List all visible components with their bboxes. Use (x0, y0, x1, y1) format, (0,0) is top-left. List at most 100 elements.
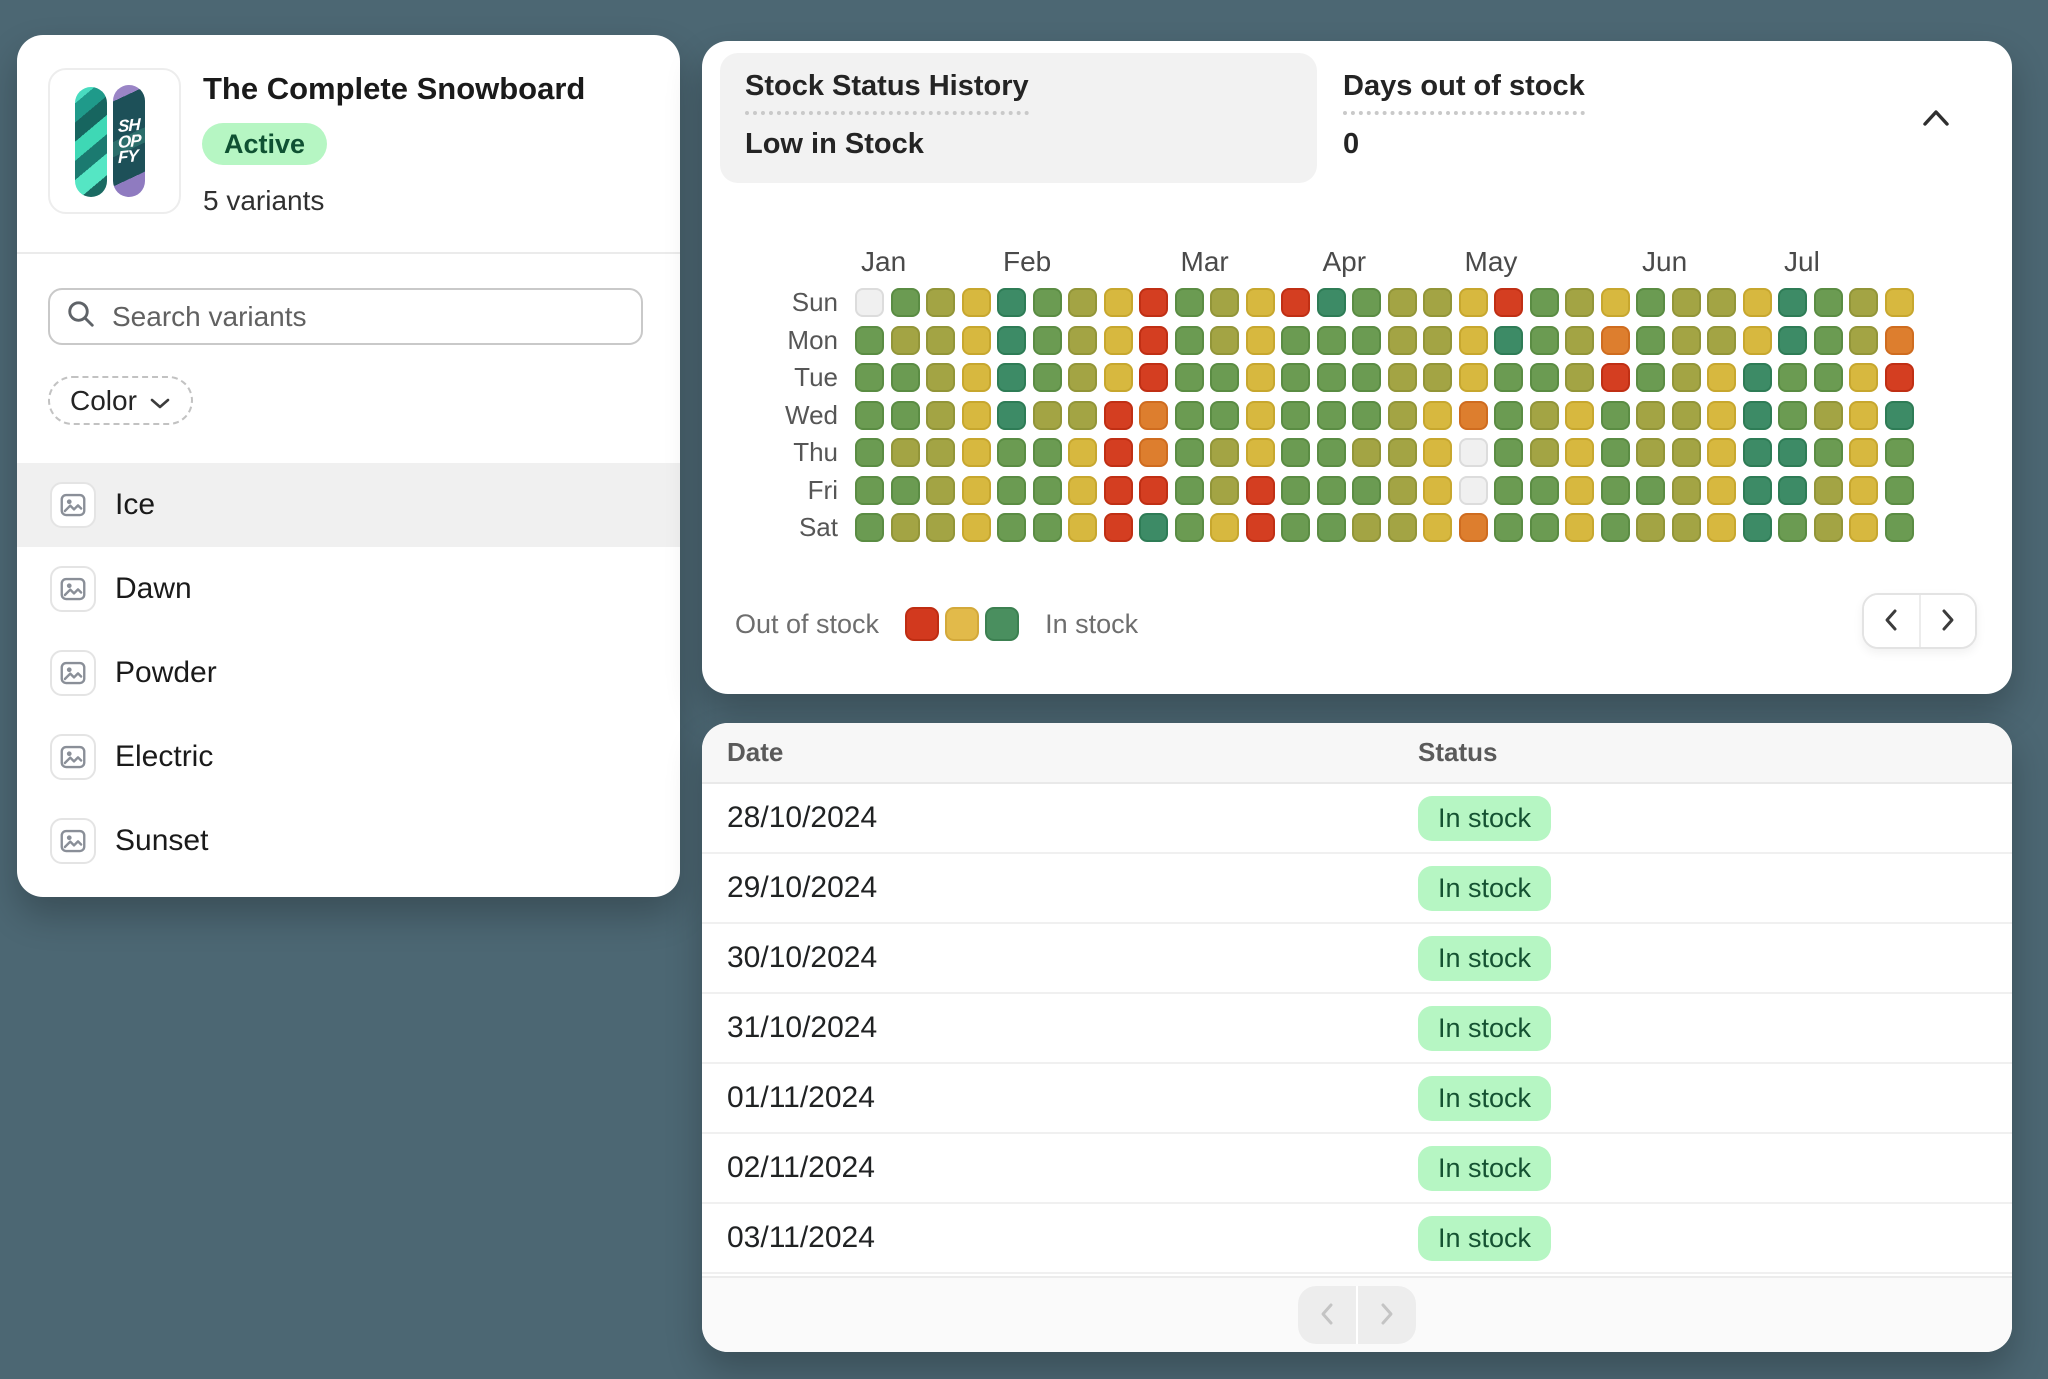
heatmap-cell (1352, 438, 1381, 467)
heatmap-cell (1884, 325, 1914, 355)
heatmap-cell (1032, 363, 1062, 392)
heatmap-cell (1387, 288, 1417, 317)
date-cell: 28/10/2024 (727, 801, 878, 834)
heatmap-cell (1174, 325, 1204, 355)
heatmap-cell (1174, 288, 1204, 317)
variant-row[interactable]: Electric (17, 715, 680, 799)
status-badge: In stock (1418, 1215, 1552, 1261)
heatmap-cell (1884, 363, 1914, 392)
next-page-button[interactable] (1920, 595, 1975, 647)
heatmap-cell (1245, 288, 1275, 317)
previous-page-button[interactable] (1298, 1286, 1356, 1344)
heatmap-day-label: Wed (785, 399, 838, 430)
image-placeholder-icon (50, 566, 96, 612)
heatmap-cell (1281, 363, 1310, 392)
heatmap-cell (1494, 475, 1523, 505)
heatmap-cell (1671, 513, 1701, 542)
heatmap-cell (1387, 438, 1417, 467)
heatmap-cell (1529, 288, 1559, 317)
heatmap-cell (1281, 438, 1310, 467)
heatmap-cell (1671, 475, 1701, 505)
next-page-button[interactable] (1358, 1286, 1416, 1344)
product-title: The Complete Snowboard (203, 71, 586, 106)
heatmap-month-label: Jan (861, 246, 907, 277)
heatmap-cell (1600, 288, 1630, 317)
heatmap-cell (1423, 400, 1452, 430)
heatmap-cell (926, 400, 955, 430)
heatmap-cell (1529, 363, 1559, 392)
heatmap-cell (1458, 513, 1488, 542)
heatmap-cell (1884, 475, 1914, 505)
heatmap-cell (1210, 288, 1239, 317)
heatmap-cell (1210, 513, 1239, 542)
heatmap-cell (1813, 325, 1843, 355)
status-badge: In stock (1418, 865, 1552, 911)
table-row: 03/11/2024 In stock (702, 1204, 2012, 1274)
divider (17, 252, 680, 254)
heatmap-cell (1423, 325, 1452, 355)
heatmap-cell (1813, 475, 1843, 505)
heatmap-cell (855, 288, 884, 317)
variant-row[interactable]: Powder (17, 631, 680, 715)
heatmap-cell (1032, 438, 1062, 467)
stock-heatmap: Jan Feb Mar Apr May Jun Jul Sun Mon Tue Wed Thu Fri… (735, 246, 1914, 550)
heatmap-cell (1139, 513, 1168, 542)
table-row: 28/10/2024 In stock (702, 784, 2012, 854)
heatmap-cell (1884, 288, 1914, 317)
heatmap-cell (1884, 438, 1914, 467)
heatmap-cell (1742, 513, 1772, 542)
heatmap-cell (1849, 438, 1878, 467)
heatmap-cell (997, 288, 1026, 317)
heatmap-cell (997, 325, 1026, 355)
heatmap-cell (855, 363, 884, 392)
heatmap-cell (1210, 363, 1239, 392)
variant-row[interactable]: Dawn (17, 547, 680, 631)
heatmap-cell (1636, 513, 1665, 542)
variant-row[interactable]: Ice (17, 463, 680, 547)
heatmap-cell (1423, 438, 1452, 467)
stock-status-title: Stock Status History (745, 70, 1029, 115)
heatmap-cell (1068, 475, 1097, 505)
heatmap-cell (1281, 513, 1310, 542)
heatmap-cell (1813, 513, 1843, 542)
chevron-left-icon (1319, 1302, 1335, 1329)
snowboard-art-text: SH OP FY (117, 114, 141, 167)
heatmap-cell (1352, 325, 1381, 355)
variant-label: Ice (115, 488, 156, 521)
heatmap-cell (1742, 288, 1772, 317)
chevron-right-icon (1940, 608, 1956, 635)
heatmap-cell (1636, 325, 1665, 355)
status-badge: In stock (1418, 1145, 1552, 1191)
heatmap-cell (890, 475, 920, 505)
heatmap-cell (1316, 475, 1346, 505)
heatmap-cell (1387, 475, 1417, 505)
days-out-of-stock-label: Days out of stock (1343, 70, 1585, 115)
status-badge: In stock (1418, 795, 1552, 841)
heatmap-cell (926, 288, 955, 317)
image-placeholder-icon (50, 734, 96, 780)
search-input[interactable] (110, 299, 625, 334)
heatmap-cell (1458, 363, 1488, 392)
variant-row[interactable]: Sunset (17, 799, 680, 883)
heatmap-cell (1600, 475, 1630, 505)
collapse-button[interactable] (1916, 103, 1956, 135)
table-row: 02/11/2024 In stock (702, 1134, 2012, 1204)
heatmap-cell (1032, 288, 1062, 317)
heatmap-row: Mon (735, 325, 1914, 356)
variant-search[interactable] (48, 288, 643, 345)
previous-page-button[interactable] (1864, 595, 1921, 647)
heatmap-cell (1707, 513, 1736, 542)
heatmap-month-label: Feb (1003, 246, 1052, 277)
color-filter-button[interactable]: Color (48, 376, 193, 425)
heatmap-cell (1139, 288, 1168, 317)
heatmap-cell (926, 325, 955, 355)
heatmap-cell (1742, 438, 1772, 467)
heatmap-cell (926, 513, 955, 542)
heatmap-cell (961, 400, 991, 430)
snowboard-image-left (75, 87, 107, 197)
heatmap-cell (1281, 475, 1310, 505)
heatmap-cell (961, 438, 991, 467)
heatmap-cell (1778, 363, 1807, 392)
date-cell: 29/10/2024 (727, 871, 878, 904)
heatmap-cell (1139, 363, 1168, 392)
